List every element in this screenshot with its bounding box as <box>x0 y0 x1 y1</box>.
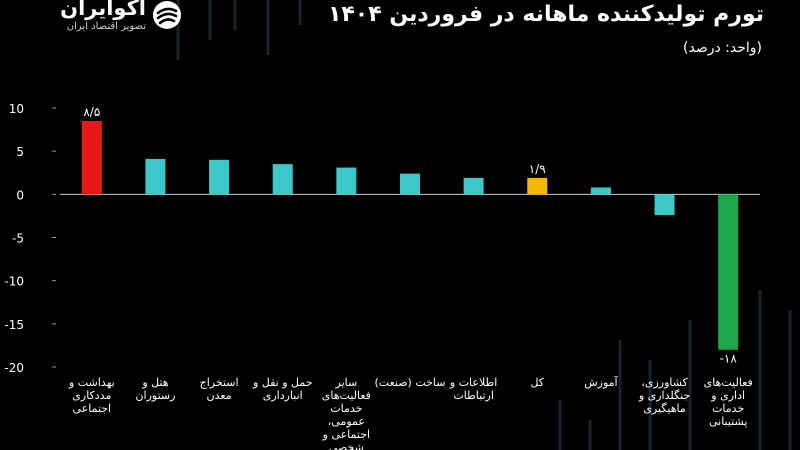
bar <box>336 167 357 195</box>
x-tick-label: کشاورزی، جنگلداری و ماهیگیری <box>638 376 690 415</box>
bar <box>718 194 739 350</box>
data-label: ۱/۹ <box>529 162 546 176</box>
y-tick-label: 0 <box>16 188 24 202</box>
bar <box>272 164 293 195</box>
bar <box>527 177 548 195</box>
x-tick-label: ساخت (صنعت) <box>374 376 445 389</box>
y-tick-label: 10 <box>9 102 24 116</box>
bar <box>145 158 166 195</box>
y-tick-label: 5 <box>16 145 24 159</box>
data-label: -۱۸ <box>720 352 738 366</box>
bar <box>209 159 230 195</box>
swirl-logo-icon <box>153 1 181 29</box>
x-tick-label: کل <box>530 376 544 389</box>
y-tick-label: -15 <box>4 318 24 332</box>
logo-name: اکوایران <box>60 0 146 20</box>
x-tick-label: سایر فعالیت‌های خدمات عمومی، اجتماعی و شخصی <box>322 376 371 450</box>
y-tick-label: -5 <box>12 232 24 246</box>
x-tick-label: اطلاعات و ارتباطات <box>449 376 497 402</box>
x-tick-label: بهداشت و مددکاری اجتماعی <box>68 376 115 415</box>
bar <box>400 173 420 195</box>
bar <box>590 187 611 195</box>
x-tick-label: استخراج معدن <box>200 376 239 402</box>
y-tick-label: -10 <box>4 275 24 289</box>
data-label: ۸/۵ <box>83 105 100 119</box>
x-tick-label: آموزش <box>584 375 618 389</box>
logo-tagline: تصویر اقتصاد ایران <box>66 21 146 32</box>
bar <box>463 177 484 195</box>
bar <box>81 120 102 195</box>
x-tick-label: هتل و رستوران <box>135 376 175 402</box>
x-tick-label: حمل و نقل و انبارداری <box>252 376 313 402</box>
unit-label: (واحد: درصد) <box>683 40 762 56</box>
logo: اکوایران تصویر اقتصاد ایران <box>14 0 184 40</box>
y-tick-label: -20 <box>4 361 24 375</box>
x-tick-label: فعالیت‌های اداری و خدمات پشتیبانی <box>704 376 753 428</box>
chart-title: تورم تولیدکننده ماهانه در فروردین ۱۴۰۴ <box>327 2 764 27</box>
bar <box>654 194 675 216</box>
